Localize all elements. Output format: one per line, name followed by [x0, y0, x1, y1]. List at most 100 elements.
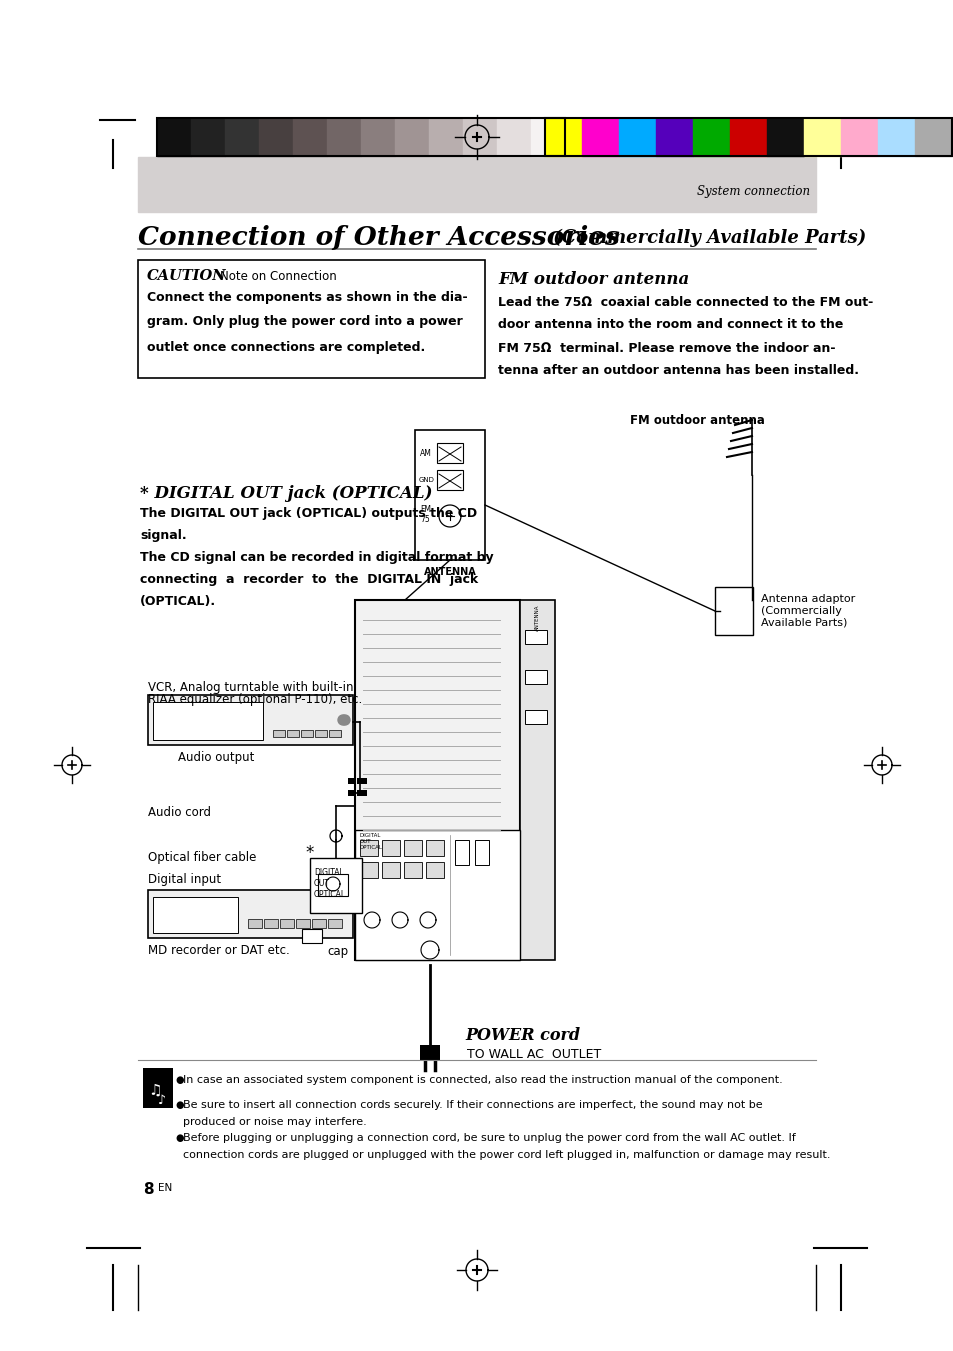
Text: *: * [305, 844, 313, 862]
Bar [841, 118, 877, 155]
Bar [618, 118, 656, 155]
Text: GND: GND [418, 477, 435, 484]
Text: AM: AM [419, 449, 432, 458]
Text: The DIGITAL OUT jack (OPTICAL) outputs the CD: The DIGITAL OUT jack (OPTICAL) outputs t… [140, 507, 476, 520]
Bar [301, 730, 313, 738]
Bar [360, 118, 395, 155]
Text: door antenna into the room and connect it to the: door antenna into the room and connect i… [497, 319, 842, 331]
Text: FM 75Ω  terminal. Please remove the indoor an-: FM 75Ω terminal. Please remove the indoo… [497, 342, 835, 354]
Bar [280, 919, 294, 928]
Bar [656, 118, 692, 155]
Text: EN: EN [158, 1183, 172, 1193]
Bar [138, 157, 815, 212]
Bar [356, 790, 367, 796]
Bar [581, 118, 618, 155]
Bar [519, 600, 555, 961]
Text: Lead the 75Ω  coaxial cable connected to the FM out-: Lead the 75Ω coaxial cable connected to … [497, 296, 872, 308]
Bar [524, 670, 546, 684]
Bar [497, 118, 531, 155]
Bar [877, 118, 914, 155]
Text: CAUTION: CAUTION [147, 269, 227, 282]
Bar [295, 919, 310, 928]
Text: ANTENNA: ANTENNA [423, 567, 476, 577]
Bar [803, 118, 841, 155]
Bar [729, 118, 766, 155]
Text: ♫: ♫ [148, 1082, 161, 1097]
Text: 8: 8 [143, 1182, 153, 1197]
Bar [312, 919, 326, 928]
Text: Connect the components as shown in the dia-: Connect the components as shown in the d… [147, 290, 467, 304]
Bar [403, 840, 421, 857]
Text: POWER cord: POWER cord [464, 1027, 579, 1043]
Bar [310, 858, 361, 913]
Text: * DIGITAL OUT jack (OPTICAL): * DIGITAL OUT jack (OPTICAL) [140, 485, 432, 501]
Text: ♪: ♪ [158, 1093, 166, 1106]
Text: outlet once connections are completed.: outlet once connections are completed. [147, 340, 425, 354]
Text: RIAA equalizer (optional P-110), etc.: RIAA equalizer (optional P-110), etc. [148, 693, 362, 705]
Bar [524, 711, 546, 724]
Bar [395, 118, 429, 155]
Bar [714, 586, 752, 635]
Bar [152, 897, 237, 934]
Bar [436, 470, 462, 490]
Bar [524, 630, 546, 644]
Bar [317, 874, 348, 896]
Bar [381, 862, 399, 878]
Text: MD recorder or DAT etc.: MD recorder or DAT etc. [148, 944, 290, 958]
Text: Audio cord: Audio cord [148, 805, 211, 819]
Bar [225, 118, 258, 155]
Bar [157, 118, 191, 155]
Bar [327, 118, 360, 155]
Text: The CD signal can be recorded in digital format by: The CD signal can be recorded in digital… [140, 551, 493, 565]
Bar [419, 1046, 439, 1061]
Bar [544, 118, 951, 155]
Bar [191, 118, 225, 155]
Bar [148, 890, 353, 938]
Text: cap: cap [327, 944, 348, 958]
Bar [328, 919, 341, 928]
Bar [544, 118, 581, 155]
Bar [415, 430, 484, 561]
Text: produced or noise may interfere.: produced or noise may interfere. [183, 1117, 366, 1127]
Bar [348, 778, 355, 784]
Bar [914, 118, 951, 155]
Text: DIGITAL
OUT
OPTICAL: DIGITAL OUT OPTICAL [359, 834, 382, 850]
Bar [329, 730, 340, 738]
Bar [152, 703, 263, 740]
Bar [314, 730, 327, 738]
Bar [355, 830, 519, 961]
Text: Antenna adaptor
(Commercially
Available Parts): Antenna adaptor (Commercially Available … [760, 594, 854, 628]
Text: Connection of Other Accessories: Connection of Other Accessories [138, 226, 619, 250]
Text: ANTENNA: ANTENNA [534, 605, 539, 631]
Text: TO WALL AC  OUTLET: TO WALL AC OUTLET [467, 1047, 600, 1061]
Text: 75: 75 [419, 515, 429, 523]
Text: FM outdoor antenna: FM outdoor antenna [629, 413, 764, 427]
Text: ●: ● [174, 1133, 183, 1143]
Text: signal.: signal. [140, 528, 187, 542]
Text: Note on Connection: Note on Connection [220, 269, 336, 282]
Bar [355, 600, 519, 961]
Circle shape [337, 715, 348, 725]
Text: In case an associated system component is connected, also read the instruction m: In case an associated system component i… [183, 1075, 781, 1085]
Bar [273, 730, 285, 738]
Bar [462, 118, 497, 155]
Bar [248, 919, 262, 928]
Circle shape [339, 715, 350, 725]
Bar [359, 840, 377, 857]
Text: FM: FM [419, 504, 431, 513]
Text: tenna after an outdoor antenna has been installed.: tenna after an outdoor antenna has been … [497, 365, 858, 377]
Text: Optical fiber cable: Optical fiber cable [148, 851, 256, 865]
Bar [293, 118, 327, 155]
Text: DIGITAL
OUT
OPTICAL: DIGITAL OUT OPTICAL [314, 867, 346, 900]
Bar [455, 840, 469, 865]
Bar [475, 840, 489, 865]
Bar [143, 1069, 172, 1108]
Bar [403, 862, 421, 878]
Text: FM outdoor antenna: FM outdoor antenna [497, 272, 688, 289]
Bar [264, 919, 277, 928]
Text: Digital input: Digital input [148, 874, 221, 886]
Bar [258, 118, 293, 155]
Bar [356, 778, 367, 784]
Bar [138, 259, 484, 378]
Bar [157, 118, 564, 155]
